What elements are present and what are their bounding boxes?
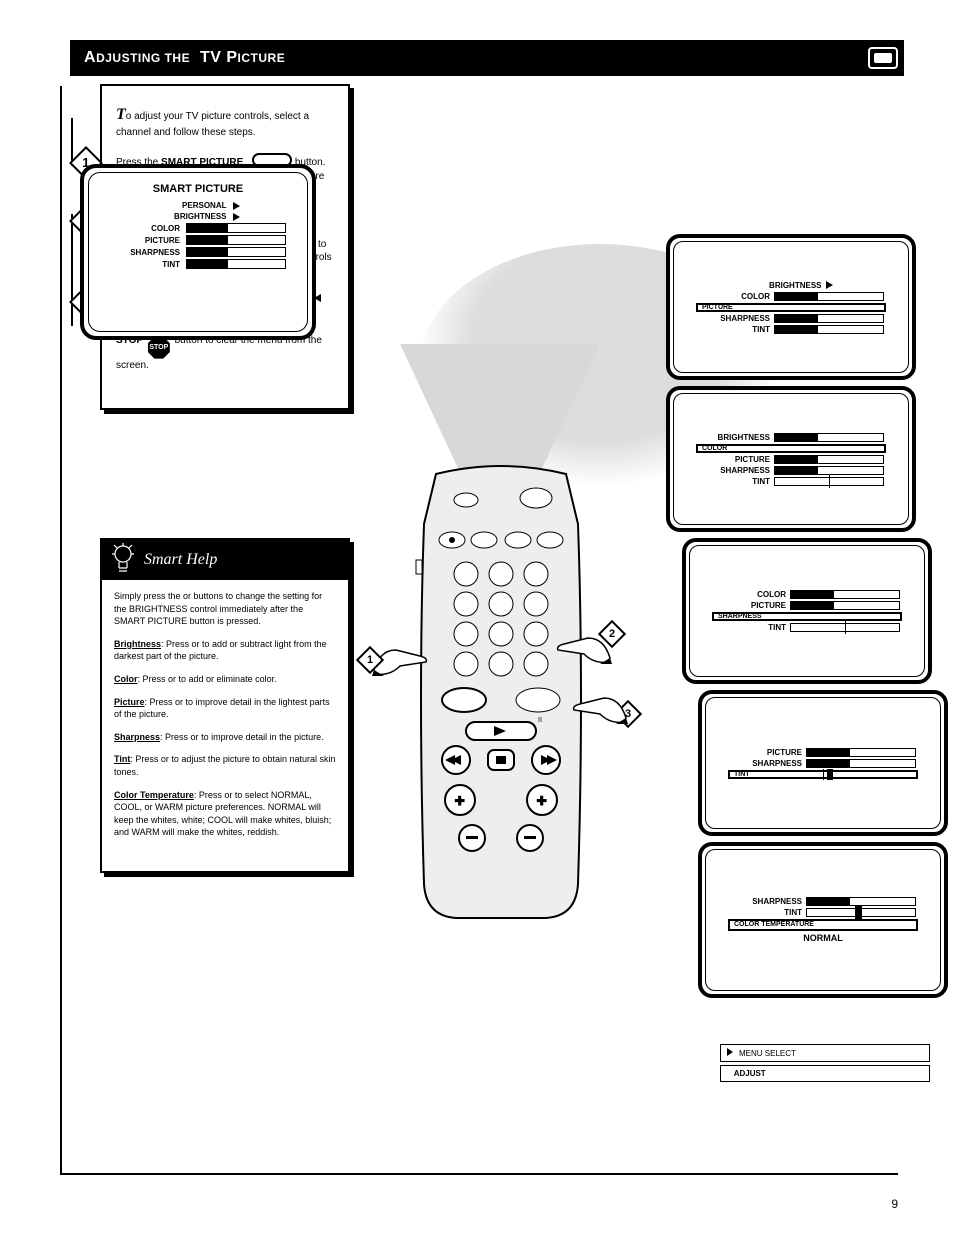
osd-row: PICTURE bbox=[99, 235, 297, 245]
svg-text:+: + bbox=[537, 793, 546, 810]
osd-row: PICTURE bbox=[714, 748, 932, 757]
osd-row: TINT bbox=[682, 325, 900, 334]
pointer-hand-3: 3 bbox=[570, 688, 630, 733]
osd-mini-5: SHARPNESS TINT COLOR TEMPERATURE NORMAL bbox=[698, 842, 948, 998]
tips-intro: Simply press the or buttons to change th… bbox=[114, 590, 336, 628]
pointer-hand-2: 2 bbox=[554, 628, 614, 673]
legend-row: ADJUST bbox=[720, 1065, 930, 1082]
osd-sub: PERSONAL bbox=[157, 201, 227, 210]
osd-row: TINT bbox=[99, 259, 297, 269]
tv-icon bbox=[868, 47, 898, 69]
osd-row: PICTURE bbox=[682, 455, 900, 464]
title-cap1: A bbox=[84, 49, 96, 66]
osd-row: BRIGHTNESS bbox=[682, 281, 900, 290]
osd-row: TINT bbox=[714, 770, 932, 779]
osd-row: COLOR bbox=[99, 223, 297, 233]
osd-row: SHARPNESS bbox=[682, 466, 900, 475]
svg-text:II: II bbox=[538, 717, 542, 724]
osd-row: NORMAL bbox=[714, 933, 932, 943]
osd-mini-3: COLOR PICTURE SHARPNESS TINT bbox=[682, 538, 932, 684]
osd-mini-4: PICTURE SHARPNESS TINT bbox=[698, 690, 948, 836]
osd-row: PICTURE bbox=[682, 303, 900, 312]
osd-row: TINT bbox=[698, 623, 916, 632]
tips-heading: Smart Help bbox=[102, 540, 348, 580]
tip-item: Brightness: Press or to add or subtract … bbox=[114, 638, 336, 663]
osd-row: TINT bbox=[682, 477, 900, 486]
osd-popup-inner: SMART PICTURE PERSONAL BRIGHTNESS COLOR PI… bbox=[88, 172, 308, 332]
intro-dropcap: T bbox=[116, 106, 126, 123]
osd-title: SMART PICTURE bbox=[99, 183, 297, 195]
section-header: ADJUSTING THE TV PICTURE bbox=[70, 40, 904, 76]
play-icon bbox=[826, 281, 833, 289]
osd-row: SHARPNESS bbox=[698, 612, 916, 621]
osd-row: SHARPNESS bbox=[714, 759, 932, 768]
osd-mini-1: BRIGHTNESS COLOR PICTURE SHARPNESS TINT bbox=[666, 234, 916, 380]
section-title: ADJUSTING THE TV PICTURE bbox=[84, 49, 868, 67]
svg-text:+: + bbox=[455, 793, 464, 810]
title-small1: DJUSTING THE bbox=[96, 51, 190, 65]
osd-mini-2: BRIGHTNESS COLOR PICTURE SHARPNESS TINT bbox=[666, 386, 916, 532]
title-cap2: TV P bbox=[200, 49, 238, 66]
lightbulb-icon bbox=[110, 542, 136, 576]
play-icon bbox=[233, 202, 240, 210]
legend-row: MENU SELECT bbox=[720, 1044, 930, 1062]
osd-row: TINT bbox=[714, 908, 932, 917]
tip-item: Color: Press or to add or eliminate colo… bbox=[114, 673, 336, 686]
pointer-hand-1: 1 bbox=[370, 640, 430, 685]
osd-row: COLOR bbox=[682, 444, 900, 453]
osd-row: BRIGHTNESS bbox=[682, 433, 900, 442]
osd-row: COLOR TEMPERATURE bbox=[714, 919, 932, 931]
title-small2: ICTURE bbox=[238, 51, 286, 65]
tip-item: Tint: Press or to adjust the picture to … bbox=[114, 753, 336, 778]
osd-row: SHARPNESS bbox=[99, 247, 297, 257]
osd-popup: SMART PICTURE PERSONAL BRIGHTNESS COLOR PI… bbox=[80, 164, 316, 340]
tips-heading-text: Smart Help bbox=[144, 549, 217, 571]
tip-item: Sharpness: Press or to improve detail in… bbox=[114, 731, 336, 744]
remote-control: II + + bbox=[406, 464, 596, 924]
page: ADJUSTING THE TV PICTURE To adjust your … bbox=[0, 0, 954, 1235]
step-connector bbox=[71, 214, 73, 326]
osd-row: PICTURE bbox=[698, 601, 916, 610]
tips-list: Brightness: Press or to add or subtract … bbox=[114, 638, 336, 839]
osd-row: COLOR bbox=[682, 292, 900, 301]
tips-card: Smart Help Simply press the or buttons t… bbox=[100, 538, 350, 873]
play-icon bbox=[233, 213, 240, 221]
osd-rows: BRIGHTNESS COLOR PICTURE SHARPNESS TINT bbox=[99, 212, 297, 269]
tips-body: Simply press the or buttons to change th… bbox=[102, 580, 348, 853]
intro-text: o adjust your TV picture controls, selec… bbox=[116, 111, 309, 138]
legend: MENU SELECT ADJUST bbox=[720, 1044, 930, 1085]
osd-row: BRIGHTNESS bbox=[99, 212, 297, 221]
tip-item: Color Temperature: Press or to select NO… bbox=[114, 789, 336, 839]
osd-row: SHARPNESS bbox=[682, 314, 900, 323]
card-intro: To adjust your TV picture controls, sele… bbox=[116, 104, 334, 139]
tip-item: Picture: Press or to improve detail in t… bbox=[114, 696, 336, 721]
osd-row: COLOR bbox=[698, 590, 916, 599]
page-number: 9 bbox=[891, 1197, 898, 1211]
play-icon bbox=[727, 1048, 733, 1056]
osd-row: SHARPNESS bbox=[714, 897, 932, 906]
